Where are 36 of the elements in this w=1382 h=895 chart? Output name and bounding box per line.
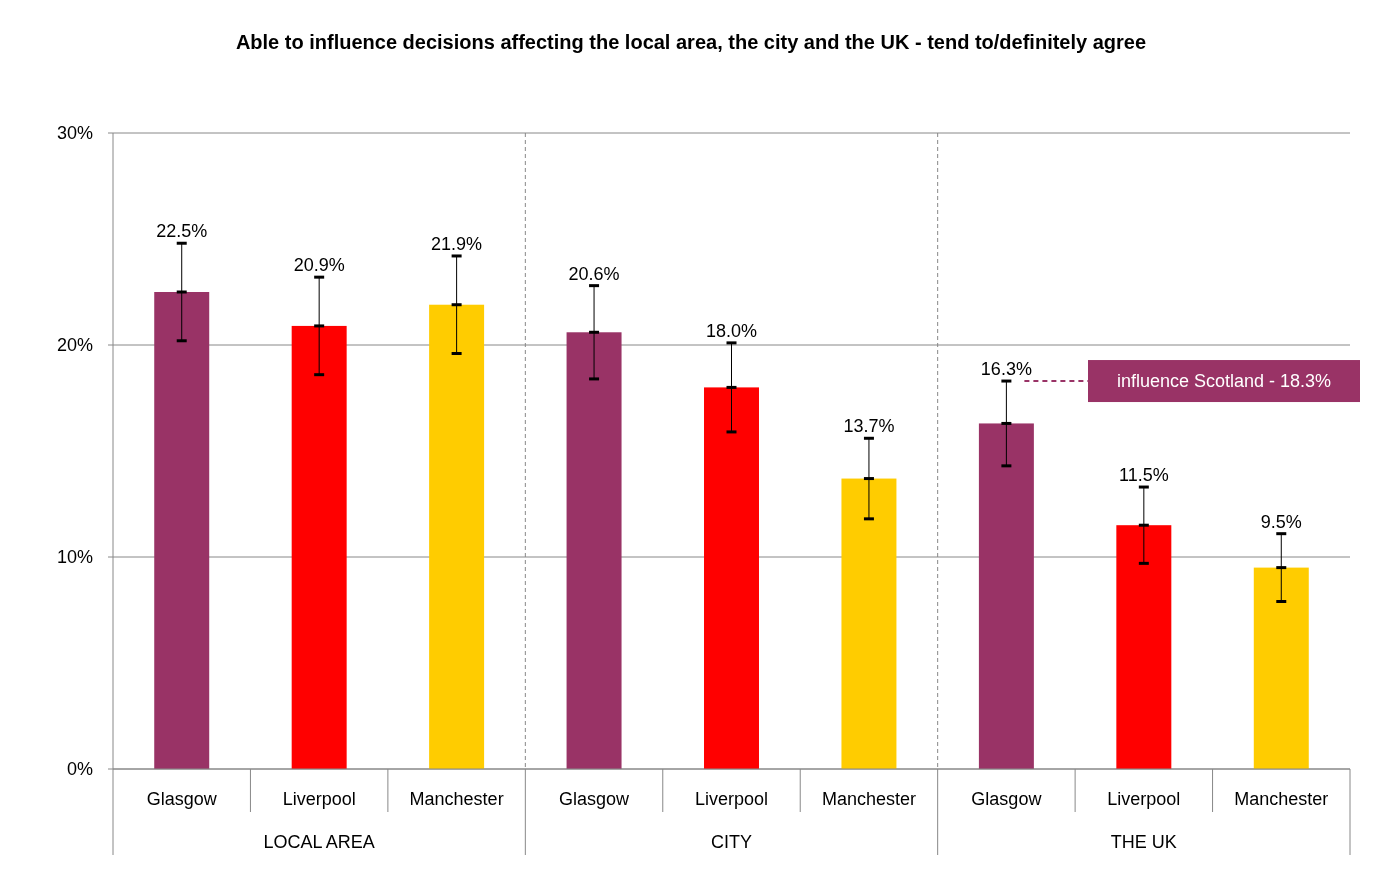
bar — [1253, 567, 1309, 769]
data-label: 18.0% — [705, 320, 758, 341]
x-tick-label: Manchester — [409, 789, 504, 809]
y-tick-label: 0% — [66, 759, 93, 779]
x-tick-label: Manchester — [1234, 789, 1329, 809]
data-label: 9.5% — [1260, 511, 1302, 532]
bar — [154, 292, 210, 769]
x-tick-label: Glasgow — [559, 789, 631, 809]
bar — [429, 304, 485, 769]
data-label: 20.9% — [293, 255, 345, 276]
data-label: 21.9% — [431, 233, 483, 254]
y-tick-label: 10% — [56, 547, 93, 567]
x-tick-label: Liverpool — [1107, 789, 1181, 809]
data-label: 20.6% — [568, 263, 620, 284]
y-tick-label: 20% — [56, 335, 93, 355]
annotation: influence Scotland - 18.3% — [1116, 371, 1332, 392]
data-label: 16.3% — [980, 359, 1032, 380]
text: LOCAL AREA — [263, 832, 375, 852]
y-tick-label: 30% — [56, 123, 93, 143]
x-tick-label: Glasgow — [971, 789, 1043, 809]
bar — [704, 387, 759, 769]
x-tick-label: Liverpool — [694, 789, 769, 809]
data-label: 11.5% — [1118, 465, 1169, 486]
bar — [1116, 525, 1172, 769]
x-tick-label: Liverpool — [282, 789, 356, 809]
data-label: 13.7% — [843, 416, 895, 437]
bar — [291, 325, 347, 769]
chart-title: Able to influence decisions affecting the local area, the city and the UK - tend to/definitely agree — [235, 31, 1147, 53]
bar — [841, 478, 897, 769]
x-tick-label: Manchester — [821, 789, 916, 809]
bar — [978, 423, 1034, 769]
text: THE UK — [1110, 832, 1177, 852]
x-tick-label: Glasgow — [146, 789, 218, 809]
data-label: 22.5% — [156, 221, 208, 242]
bar — [566, 332, 622, 769]
text: CITY — [710, 832, 753, 852]
